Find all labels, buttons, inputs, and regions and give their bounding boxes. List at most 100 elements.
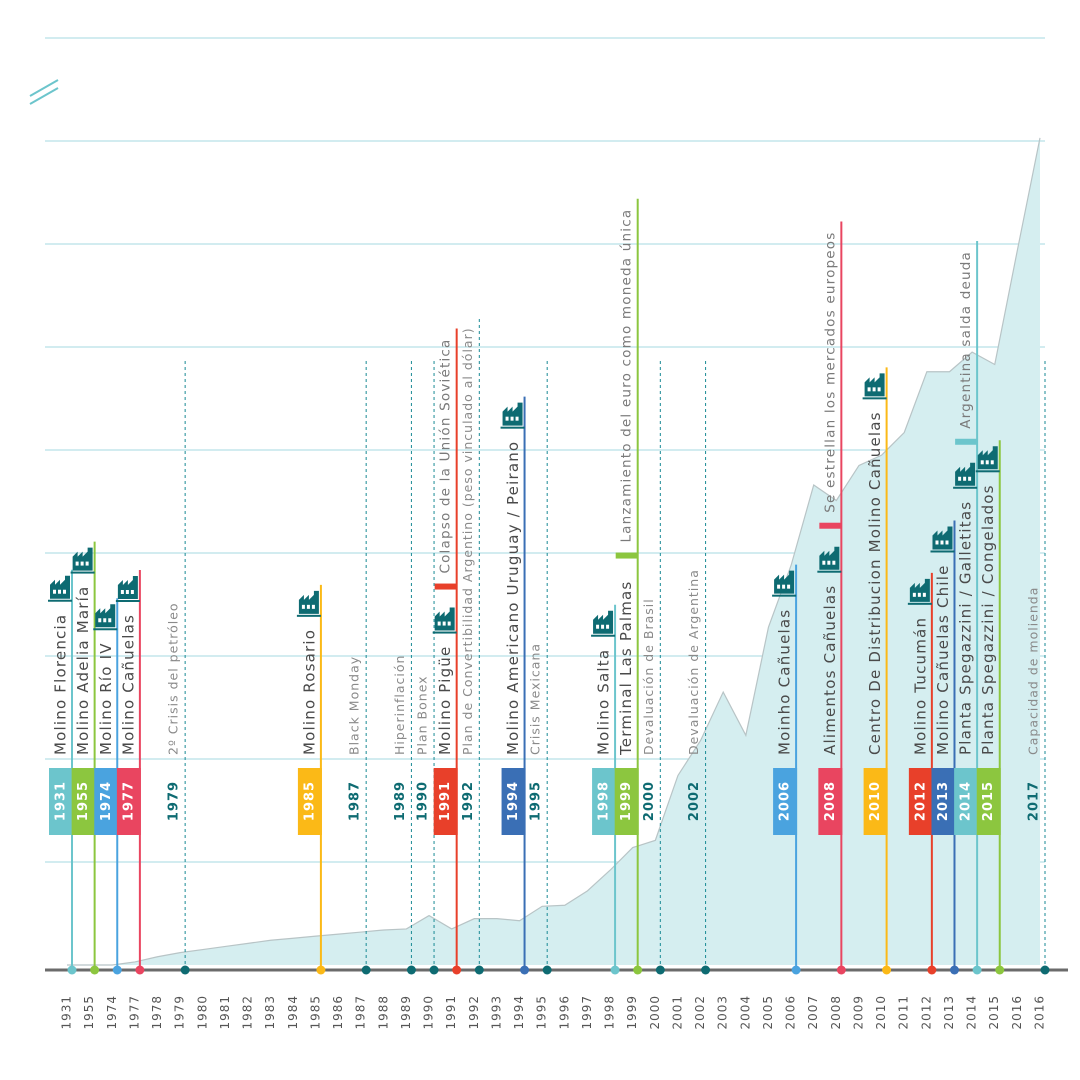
x-tick-label: 1990 xyxy=(422,995,436,1030)
x-tick-label: 1987 xyxy=(354,995,368,1030)
factory-shape xyxy=(774,570,795,594)
factory-window xyxy=(832,560,836,565)
event: 2002 Devaluación de Argentina xyxy=(686,358,711,975)
event-note: Colapso de la Unión Soviética xyxy=(438,338,454,573)
event-year: 1992 xyxy=(461,781,476,821)
event-dot xyxy=(655,965,665,975)
area-fill xyxy=(67,137,1040,965)
x-tick-label: 1977 xyxy=(127,995,141,1030)
factory-shape xyxy=(50,575,70,599)
event-year: 2015 xyxy=(981,781,996,821)
event: 1998 Molino Salta xyxy=(592,604,620,975)
factory-ground xyxy=(93,628,118,631)
factory-window xyxy=(510,416,514,421)
factory-window xyxy=(130,590,134,594)
year-badge xyxy=(71,768,96,835)
event-year: 2013 xyxy=(936,781,951,821)
year-badge xyxy=(94,768,119,835)
event-year: 1955 xyxy=(76,781,91,821)
factory-window xyxy=(311,604,315,609)
event-label: Molino Pigüe xyxy=(436,646,454,755)
note-bar xyxy=(615,552,638,559)
x-tick-label: 2011 xyxy=(897,995,911,1030)
factory-window xyxy=(125,590,129,594)
event-year: 1974 xyxy=(99,781,114,821)
x-tick-label: 1997 xyxy=(580,995,594,1030)
factory-icon xyxy=(500,402,525,429)
factory-window xyxy=(120,590,124,594)
factory-ground xyxy=(48,599,72,602)
event: 2008 Alimentos Cañuelas Se estrellan los m… xyxy=(818,221,846,975)
year-badge xyxy=(954,768,979,835)
year-badge xyxy=(116,768,141,835)
event-year: 2006 xyxy=(778,781,793,821)
event-label: Devaluación de Argentina xyxy=(686,569,701,755)
x-tick-label: 1985 xyxy=(308,995,322,1030)
event-year: 1979 xyxy=(167,781,182,821)
factory-window xyxy=(606,624,610,629)
x-tick-label: 1983 xyxy=(263,995,277,1030)
factory-icon xyxy=(953,462,978,489)
factory-window xyxy=(505,416,509,421)
event-label: Hiperinflación xyxy=(392,655,407,755)
event-year: 2002 xyxy=(687,781,702,821)
event-dot xyxy=(995,965,1005,975)
event-dot xyxy=(927,965,937,975)
event: 1931 Molino Florencia xyxy=(49,569,77,975)
event-dot xyxy=(701,965,711,975)
factory-icon xyxy=(772,570,797,597)
event-label: Planta Spegazzini / Galletitas xyxy=(957,501,975,755)
year-badge xyxy=(863,768,888,835)
event-dot xyxy=(316,965,326,975)
x-tick-label: 1995 xyxy=(535,995,549,1030)
factory-ground xyxy=(772,594,797,597)
x-tick-label: 1978 xyxy=(150,995,164,1030)
x-tick-label: 2009 xyxy=(851,995,865,1030)
event-year: 1985 xyxy=(302,781,317,821)
factory-window xyxy=(85,561,89,566)
event: 1977 Molino Cañuelas xyxy=(116,570,145,975)
factory-icon xyxy=(817,546,842,573)
year-badge xyxy=(433,768,458,835)
year-badge xyxy=(931,768,956,835)
factory-window xyxy=(53,589,56,594)
factory-ground xyxy=(296,614,321,617)
factory-window xyxy=(985,460,989,465)
factory-window xyxy=(827,560,831,565)
x-tick-label: 2016 xyxy=(1033,995,1047,1030)
area-line xyxy=(67,137,1041,966)
axis-break xyxy=(29,79,59,105)
x-tick-label: 2010 xyxy=(874,995,888,1030)
factory-window xyxy=(935,540,939,545)
event-label: Plan Bonex xyxy=(415,675,430,755)
event-label: Molino Adelia María xyxy=(74,586,92,755)
event: 1985 Molino Rosario xyxy=(297,584,326,975)
event-dot xyxy=(520,965,530,975)
factory-ground xyxy=(591,634,616,637)
event-label: Black Monday xyxy=(347,656,362,755)
factory-window xyxy=(912,592,916,597)
event-label: Molino Americano Uruguay / Peirano xyxy=(504,441,522,755)
event-dot xyxy=(452,965,462,975)
event: 2014 Planta Spegazzini / Galletitas Argent… xyxy=(954,240,982,975)
event-note: Lanzamiento del euro como moneda única xyxy=(619,209,635,543)
factory-icon xyxy=(93,604,118,631)
x-tick-label: 1986 xyxy=(331,995,345,1030)
event: 1990 Plan Bonex xyxy=(415,358,439,975)
note-bar xyxy=(819,522,842,529)
event-year: 1987 xyxy=(348,781,363,821)
x-tick-label: 1994 xyxy=(512,995,526,1030)
event-year: 2017 xyxy=(1027,781,1042,821)
x-tick-label: 2006 xyxy=(784,995,798,1030)
x-tick-label: 1988 xyxy=(376,995,390,1030)
event-dot xyxy=(429,965,439,975)
factory-window xyxy=(963,476,967,481)
event-year: 1999 xyxy=(619,781,634,821)
event-label: Molino Rosario xyxy=(300,629,318,755)
factory-shape xyxy=(434,607,455,631)
year-badge xyxy=(908,768,933,835)
x-tick-label: 1980 xyxy=(195,995,209,1030)
year-badge xyxy=(592,768,617,835)
factory-shape xyxy=(864,373,885,397)
x-tick-label: 2012 xyxy=(919,995,933,1030)
